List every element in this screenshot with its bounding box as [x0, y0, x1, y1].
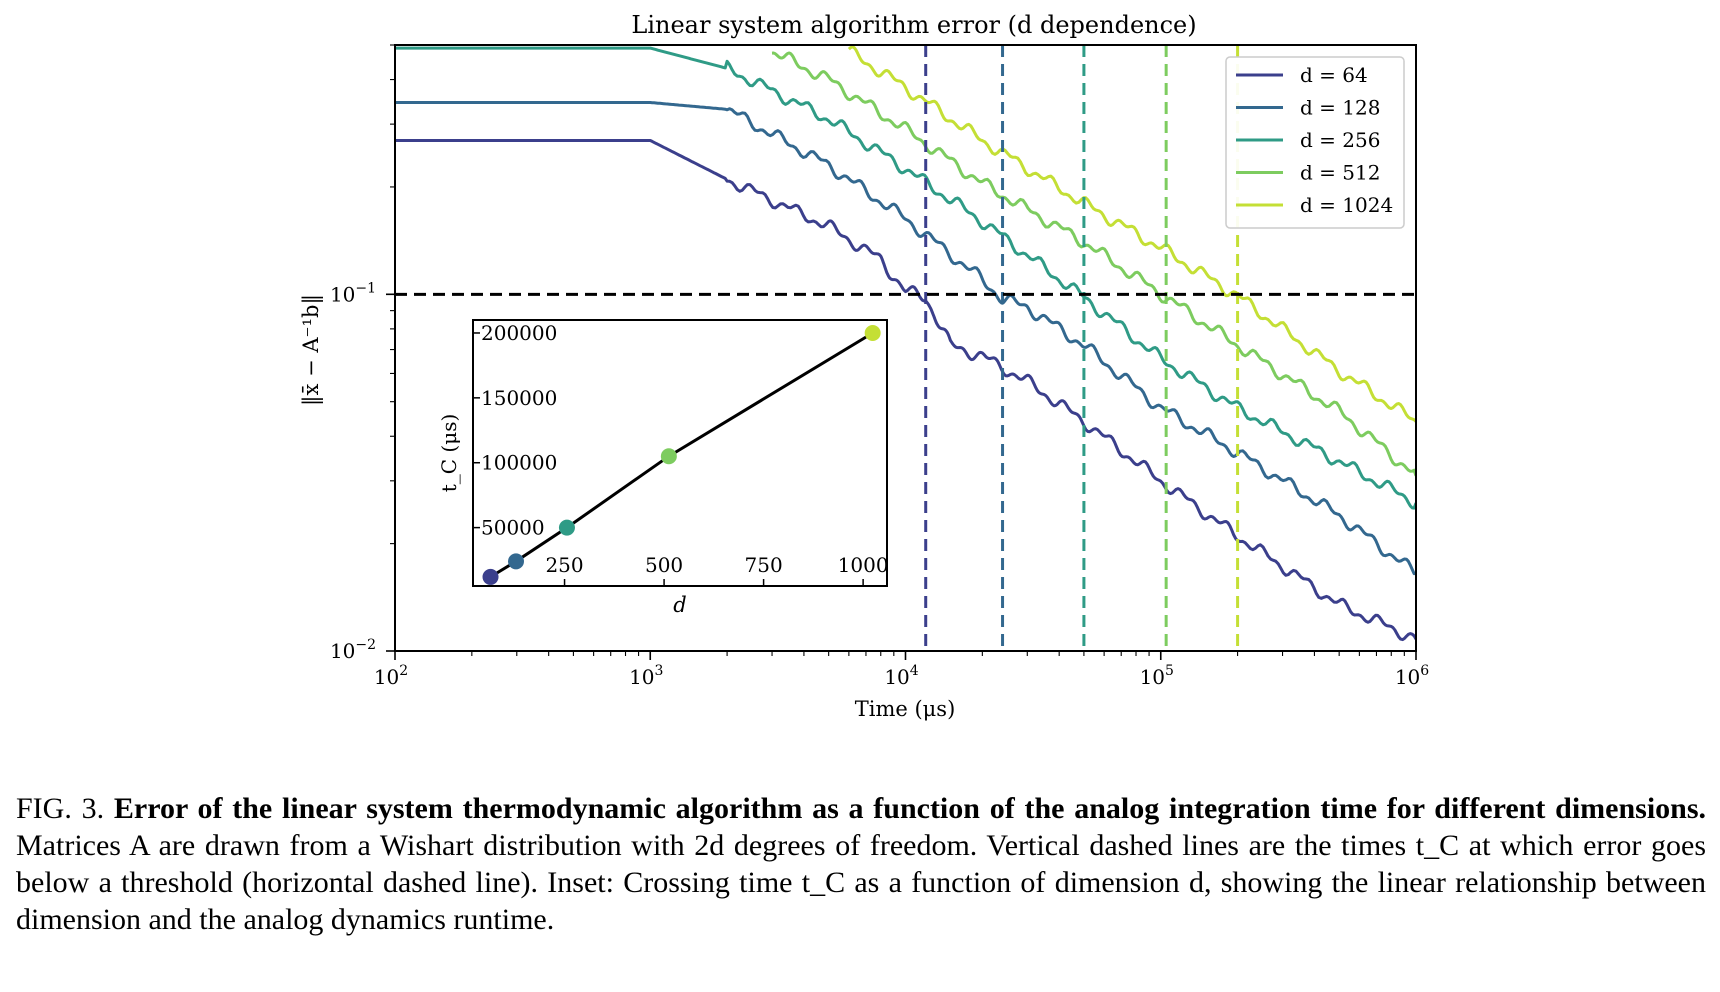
legend: d = 64 d = 128 d = 256 d = 512 d = 1024 [1225, 56, 1405, 229]
inset-y-tick-label: 200000 [481, 321, 557, 345]
inset-x-axis-label: d [673, 593, 686, 617]
x-tick-labels: 102 103 104 105 106 [374, 663, 1429, 689]
legend-label: d = 256 [1300, 128, 1380, 152]
inset-point [482, 568, 499, 585]
inset-y-tick-label: 50000 [481, 516, 545, 540]
inset-point [507, 553, 524, 570]
inset-x-tick-label: 1000 [838, 553, 889, 577]
chart-title: Linear system algorithm error (d depende… [631, 11, 1196, 39]
inset-x-tick-label: 750 [745, 553, 783, 577]
main-plot-frame [394, 44, 1417, 652]
x-tick-label: 102 [374, 663, 408, 689]
inset-point [864, 324, 881, 341]
y-tick-labels: 10−2 10−1 [330, 280, 376, 663]
figure-caption: FIG. 3. Error of the linear system therm… [16, 790, 1706, 938]
inset-y-tick-label: 100000 [481, 451, 557, 475]
legend-label: d = 512 [1300, 161, 1380, 185]
main-plot: 102 103 104 105 106 10−2 10−1 Time (μs) ‖x̄ −… [299, 44, 1429, 721]
x-tick-label: 103 [629, 663, 663, 689]
figure-3: Linear system algorithm error (d depende… [299, 11, 1429, 721]
inset-y-axis-label: t_C (μs) [437, 414, 461, 493]
y-tick-label: 10−1 [330, 280, 376, 306]
x-tick-label: 104 [884, 663, 918, 689]
caption-text: Matrices A are drawn from a Wishart dist… [16, 829, 1706, 936]
y-axis-label: ‖x̄ − A⁻¹b‖ [299, 294, 324, 406]
caption-label: FIG. 3. [16, 792, 105, 825]
inset-y-tick-label: 150000 [481, 386, 557, 410]
series-line [395, 46, 1416, 510]
x-tick-label: 106 [1395, 663, 1429, 689]
x-tick-label: 105 [1140, 663, 1174, 689]
y-tick-label: 10−2 [330, 637, 376, 663]
inset-plot: 250 500 750 1000 50000 100000 150000 200000 d t… [437, 319, 889, 617]
inset-point [558, 519, 575, 536]
crossing-time-lines [924, 45, 1240, 651]
legend-box [1225, 56, 1405, 229]
series-line [395, 139, 1416, 642]
inset-points [482, 324, 881, 585]
inset-x-tick-label: 250 [545, 553, 583, 577]
caption-bold-text: Error of the linear system thermodynamic… [113, 792, 1707, 825]
inset-point [660, 448, 677, 465]
inset-x-tick-label: 500 [645, 553, 683, 577]
series-line [847, 45, 1416, 423]
legend-label: d = 64 [1300, 63, 1368, 87]
legend-label: d = 128 [1300, 96, 1380, 120]
series-line [395, 101, 1416, 576]
inset-axis-ticks: 250 500 750 1000 50000 100000 150000 200000 [473, 321, 889, 586]
legend-label: d = 1024 [1300, 193, 1393, 217]
x-axis-label: Time (μs) [855, 697, 956, 721]
